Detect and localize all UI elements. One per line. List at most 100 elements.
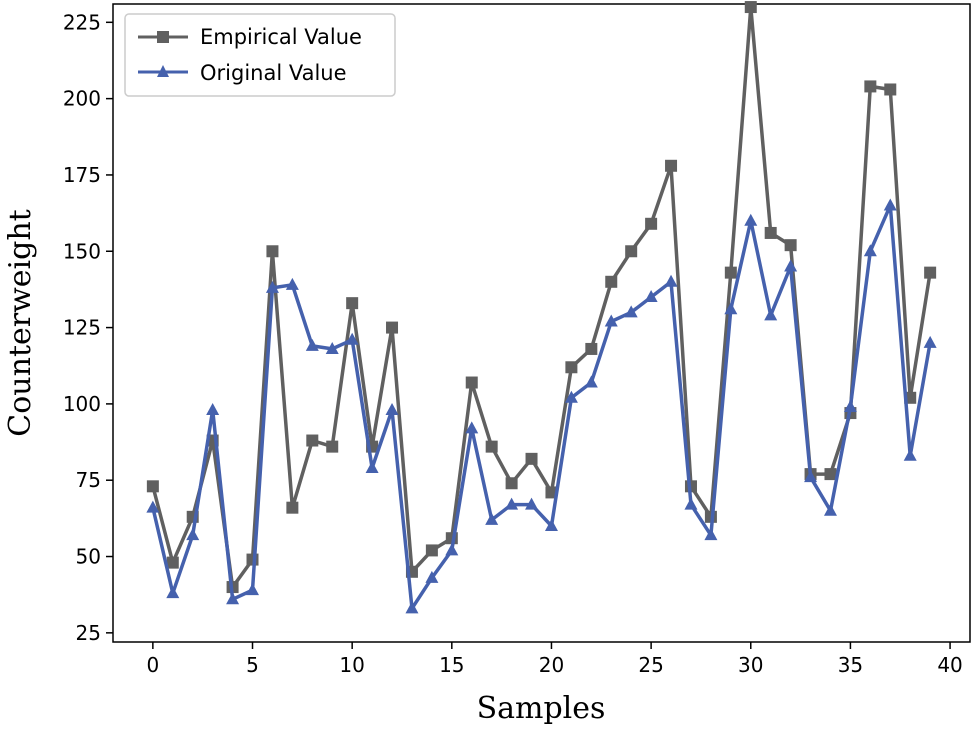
data-point — [265, 280, 279, 293]
data-point — [206, 403, 220, 415]
data-point — [744, 1, 757, 14]
legend-marker-original — [157, 65, 169, 77]
data-point — [266, 245, 279, 258]
series-layer — [146, 1, 937, 614]
series-original-value — [146, 198, 937, 614]
x-tick-label: 25 — [638, 653, 663, 677]
y-tick-label: 125 — [63, 316, 101, 340]
data-point — [884, 83, 897, 96]
data-point — [465, 421, 479, 434]
data-point — [365, 461, 379, 473]
plot-area — [112, 3, 971, 643]
data-point — [146, 480, 159, 493]
data-point — [544, 519, 558, 531]
data-point — [604, 314, 618, 327]
y-tick-label: 100 — [63, 392, 101, 416]
legend-label-original: Original Value — [200, 61, 347, 85]
data-point — [545, 486, 558, 499]
data-point — [505, 497, 519, 510]
legend-box — [124, 13, 396, 97]
x-tick-label: 0 — [146, 653, 159, 677]
data-point — [764, 226, 777, 239]
x-tick-label: 15 — [439, 653, 464, 677]
data-point — [425, 544, 438, 557]
data-point — [425, 570, 439, 583]
data-point — [385, 403, 399, 415]
data-point — [784, 239, 797, 252]
data-point — [584, 375, 598, 388]
y-tick-label: 75 — [76, 468, 101, 492]
x-tick-label: 30 — [738, 653, 763, 677]
data-point — [166, 556, 179, 569]
data-point — [386, 321, 399, 334]
data-point — [485, 512, 499, 525]
data-point — [565, 361, 578, 374]
data-point — [345, 332, 359, 345]
x-axis: 0 5 10 15 20 25 30 35 40 — [146, 642, 963, 677]
x-axis-label: Samples — [477, 691, 606, 726]
data-point — [724, 302, 738, 315]
data-point — [564, 390, 578, 403]
data-point — [186, 528, 200, 541]
x-tick-label: 10 — [339, 653, 364, 677]
legend: Empirical Value Original Value — [124, 13, 396, 97]
data-point — [744, 213, 758, 226]
data-point — [903, 448, 917, 461]
data-point — [784, 259, 798, 272]
data-point — [724, 266, 737, 279]
data-point — [326, 440, 339, 453]
data-point — [863, 244, 877, 257]
data-point — [704, 528, 718, 541]
data-point — [525, 497, 539, 510]
y-tick-label: 175 — [63, 163, 101, 187]
x-tick-label: 40 — [937, 653, 962, 677]
data-point — [624, 305, 638, 318]
data-point — [585, 342, 598, 355]
data-point — [246, 583, 260, 596]
data-point — [625, 245, 638, 258]
data-point — [664, 274, 678, 287]
data-point — [883, 198, 897, 211]
x-tick-label: 35 — [838, 653, 863, 677]
data-point — [764, 308, 778, 321]
legend-marker-empirical — [157, 31, 169, 43]
data-point — [505, 477, 518, 490]
data-point — [843, 399, 857, 412]
data-point — [226, 592, 240, 605]
data-point — [804, 470, 818, 483]
data-point — [285, 277, 299, 290]
y-tick-label: 50 — [76, 545, 101, 569]
data-point — [824, 468, 837, 481]
legend-label-empirical: Empirical Value — [200, 25, 362, 49]
y-tick-label: 150 — [63, 239, 101, 263]
series-line-original-value — [151, 203, 932, 611]
data-point — [684, 497, 698, 510]
data-point — [146, 500, 160, 513]
data-point — [923, 335, 937, 348]
data-point — [644, 290, 658, 303]
y-axis-label: Counterweight — [3, 209, 38, 436]
x-tick-label: 5 — [246, 653, 259, 677]
y-tick-label: 200 — [63, 87, 101, 111]
y-tick-label: 25 — [76, 621, 101, 645]
data-point — [665, 159, 678, 172]
data-point — [823, 503, 837, 516]
data-point — [465, 376, 478, 389]
data-point — [346, 297, 359, 310]
data-point — [525, 452, 538, 465]
data-point — [645, 217, 658, 230]
data-point — [605, 275, 618, 288]
data-point — [286, 501, 299, 514]
data-point — [485, 440, 498, 453]
data-point — [325, 341, 339, 354]
data-point — [306, 434, 319, 447]
data-point — [864, 80, 877, 93]
data-point — [166, 586, 180, 599]
data-point — [405, 601, 419, 614]
data-point — [305, 338, 319, 351]
y-tick-label: 225 — [63, 10, 101, 34]
data-point — [445, 543, 459, 556]
data-point — [924, 266, 937, 279]
x-tick-label: 20 — [539, 653, 564, 677]
